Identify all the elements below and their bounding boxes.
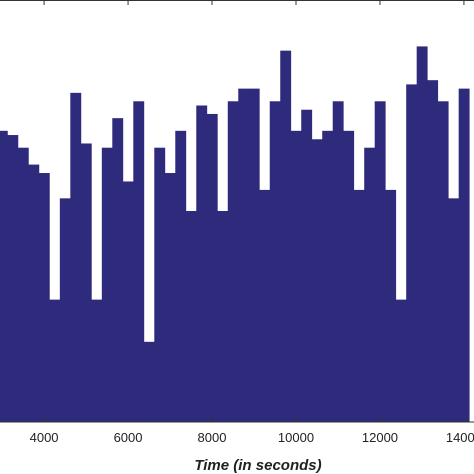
bar [406, 84, 418, 423]
bar [0, 130, 8, 422]
bar [217, 211, 229, 422]
bar [374, 101, 386, 422]
bar [7, 135, 19, 423]
bar [343, 130, 355, 422]
bar [395, 299, 407, 422]
x-tick-label: 6000 [114, 430, 143, 445]
x-tick-label: 12000 [362, 430, 398, 445]
bar [238, 88, 250, 423]
bar [301, 109, 313, 422]
bar [269, 101, 281, 422]
bar [322, 130, 334, 422]
bar [248, 88, 260, 423]
bar [416, 46, 428, 423]
bar [49, 299, 61, 422]
bar [364, 147, 376, 422]
bar [259, 189, 271, 422]
bar [70, 92, 82, 422]
bar [164, 173, 176, 422]
bar [59, 198, 71, 422]
bar [437, 101, 449, 422]
bar [227, 101, 239, 422]
x-tick-label: 8000 [198, 430, 227, 445]
bar [28, 164, 40, 422]
bar [143, 341, 155, 422]
bar [185, 211, 197, 422]
bar [133, 101, 145, 422]
bar [353, 189, 365, 422]
bar [175, 130, 187, 422]
bar [458, 88, 470, 423]
bar [290, 130, 302, 422]
bar [206, 113, 218, 422]
bar [17, 147, 29, 422]
bar [332, 101, 344, 422]
bar [448, 198, 460, 422]
bar [112, 118, 124, 422]
bar [154, 147, 166, 422]
bar [38, 173, 50, 422]
bar [101, 147, 113, 422]
bar [122, 181, 134, 422]
x-tick-label: 14000 [446, 430, 474, 445]
bar [427, 80, 439, 423]
bar [91, 299, 103, 422]
x-tick-label: 10000 [278, 430, 314, 445]
bar [80, 143, 92, 423]
bar [311, 139, 323, 422]
bar [280, 50, 292, 422]
bar [196, 105, 208, 422]
x-tick-label: 4000 [30, 430, 59, 445]
bar [385, 189, 397, 422]
x-axis-label: Time (in seconds) [194, 457, 321, 474]
